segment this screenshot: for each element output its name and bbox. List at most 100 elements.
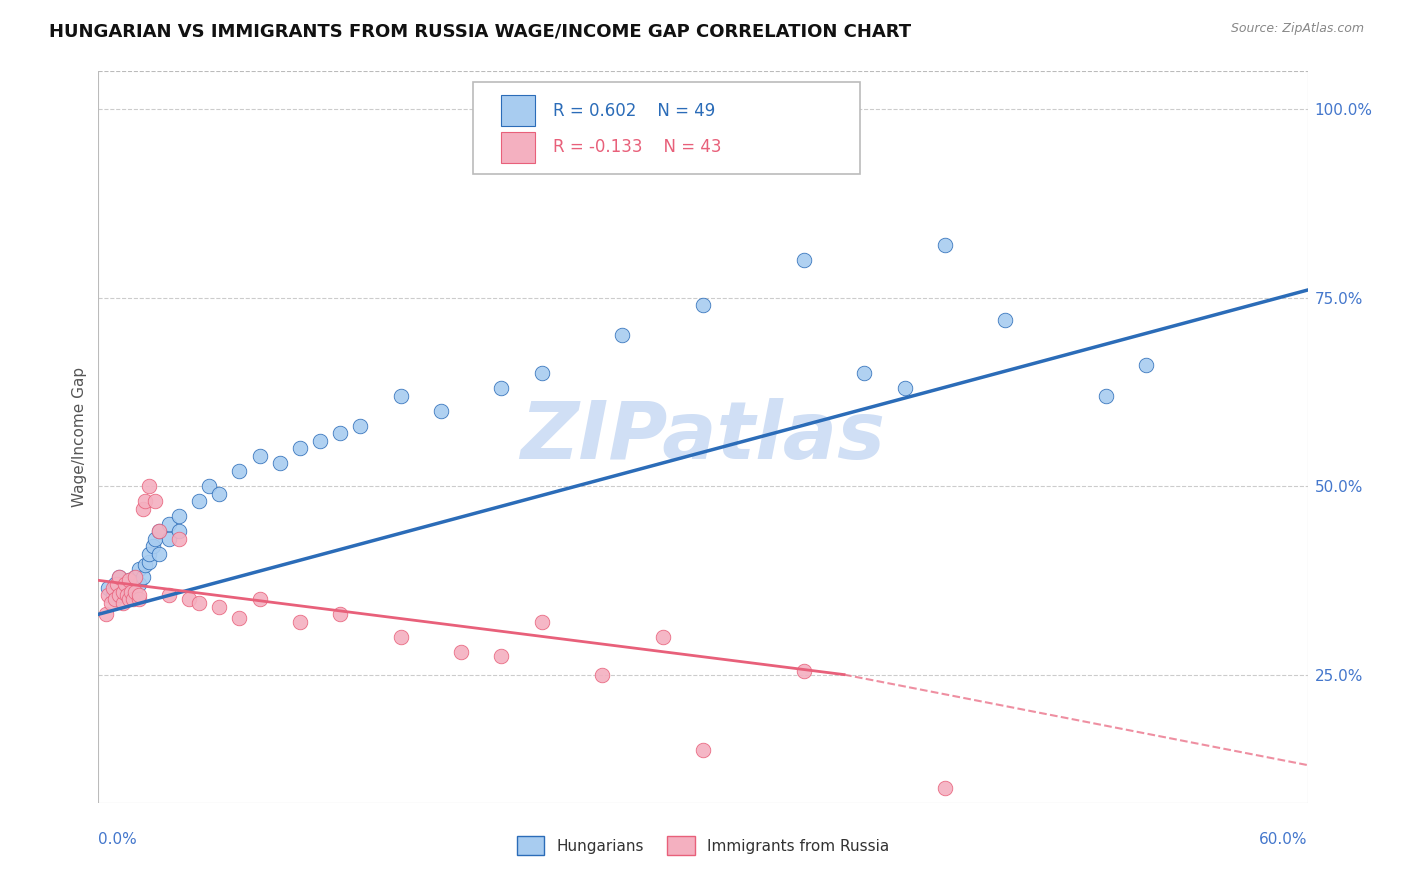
Point xyxy=(228,611,250,625)
Point xyxy=(530,615,553,629)
Point xyxy=(107,589,129,603)
Point xyxy=(269,457,291,471)
Point xyxy=(329,426,352,441)
Point xyxy=(101,581,124,595)
Point xyxy=(107,584,129,599)
Point xyxy=(121,592,143,607)
Text: ZIPatlas: ZIPatlas xyxy=(520,398,886,476)
Point xyxy=(111,596,134,610)
Point xyxy=(118,574,141,588)
Point xyxy=(134,558,156,573)
Point xyxy=(124,569,146,583)
Point xyxy=(793,664,815,678)
Point xyxy=(124,569,146,583)
Point xyxy=(118,574,141,588)
Legend: Hungarians, Immigrants from Russia: Hungarians, Immigrants from Russia xyxy=(510,830,896,861)
Point xyxy=(138,479,160,493)
Point xyxy=(107,569,129,583)
Point xyxy=(114,577,136,591)
Point xyxy=(142,540,165,554)
Point xyxy=(188,494,211,508)
Text: Source: ZipAtlas.com: Source: ZipAtlas.com xyxy=(1230,22,1364,36)
Point xyxy=(103,592,125,607)
Point xyxy=(934,237,956,252)
Point xyxy=(143,532,166,546)
Point xyxy=(100,596,122,610)
Point xyxy=(692,298,714,312)
Point xyxy=(893,381,915,395)
Point xyxy=(157,516,180,531)
Point xyxy=(118,584,141,599)
Point xyxy=(157,532,180,546)
FancyBboxPatch shape xyxy=(501,132,534,162)
Text: HUNGARIAN VS IMMIGRANTS FROM RUSSIA WAGE/INCOME GAP CORRELATION CHART: HUNGARIAN VS IMMIGRANTS FROM RUSSIA WAGE… xyxy=(49,22,911,40)
Point xyxy=(612,328,634,343)
FancyBboxPatch shape xyxy=(474,82,860,174)
Point xyxy=(114,581,136,595)
Point xyxy=(853,366,876,380)
Point xyxy=(1135,359,1157,373)
Point xyxy=(651,630,673,644)
Point xyxy=(793,252,815,267)
Point xyxy=(138,547,160,561)
Point xyxy=(491,648,513,663)
Point xyxy=(115,577,138,591)
Point xyxy=(105,577,128,591)
Point xyxy=(329,607,352,622)
Point xyxy=(249,449,271,463)
Point xyxy=(208,599,231,614)
Text: 0.0%: 0.0% xyxy=(98,832,138,847)
Point xyxy=(530,366,553,380)
Point xyxy=(107,569,129,583)
Point xyxy=(138,554,160,568)
Point xyxy=(132,569,155,583)
Point xyxy=(167,524,190,539)
Point xyxy=(450,645,472,659)
Point xyxy=(591,667,613,681)
Point xyxy=(111,589,134,603)
Point xyxy=(491,381,513,395)
Point xyxy=(249,592,271,607)
Text: R = -0.133    N = 43: R = -0.133 N = 43 xyxy=(553,138,721,156)
Point xyxy=(96,607,118,622)
Point xyxy=(124,584,146,599)
Point xyxy=(118,592,141,607)
Point xyxy=(208,486,231,500)
Point xyxy=(349,418,371,433)
Text: 60.0%: 60.0% xyxy=(1260,832,1308,847)
Point xyxy=(101,589,124,603)
Point xyxy=(1095,389,1118,403)
Point xyxy=(228,464,250,478)
Point xyxy=(188,596,211,610)
Point xyxy=(309,434,332,448)
Y-axis label: Wage/Income Gap: Wage/Income Gap xyxy=(72,367,87,508)
Point xyxy=(103,577,125,591)
Point xyxy=(389,630,412,644)
Point xyxy=(692,743,714,757)
Point xyxy=(157,589,180,603)
Point xyxy=(167,532,190,546)
Point xyxy=(132,501,155,516)
Point xyxy=(115,589,138,603)
Point xyxy=(148,524,170,539)
Point xyxy=(177,592,201,607)
Point xyxy=(288,442,311,456)
FancyBboxPatch shape xyxy=(501,95,534,126)
Point xyxy=(934,780,956,795)
Point xyxy=(288,615,311,629)
Point xyxy=(198,479,221,493)
Point xyxy=(128,589,150,603)
Point xyxy=(97,581,120,595)
Point xyxy=(121,577,143,591)
Point xyxy=(128,562,150,576)
Point xyxy=(120,584,142,599)
Point xyxy=(128,592,150,607)
Point xyxy=(143,494,166,508)
Point xyxy=(97,589,120,603)
Point xyxy=(148,547,170,561)
Point xyxy=(430,403,453,417)
Point xyxy=(134,494,156,508)
Point xyxy=(111,584,134,599)
Point xyxy=(389,389,412,403)
Text: R = 0.602    N = 49: R = 0.602 N = 49 xyxy=(553,102,716,120)
